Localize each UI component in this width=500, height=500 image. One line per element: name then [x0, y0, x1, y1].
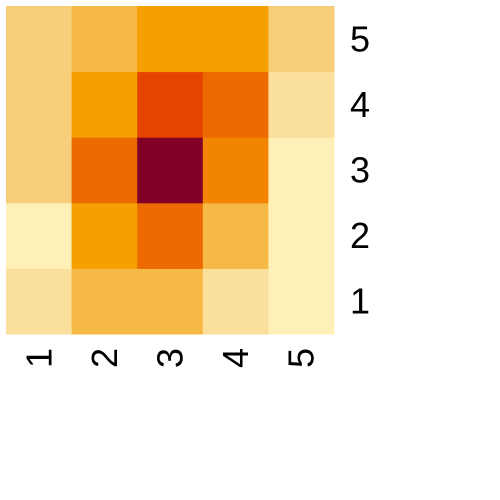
heatmap-cell-x4-y4	[202, 71, 269, 138]
heatmap-cell-x5-y3	[268, 137, 335, 204]
heatmap-cell-x5-y4	[268, 71, 335, 138]
y-tick-label: 3	[350, 150, 370, 191]
heatmap-cell-x4-y2	[202, 202, 269, 269]
heatmap-cell-x3-y1	[137, 268, 204, 335]
heatmap-cell-x5-y5	[268, 6, 335, 73]
heatmap-cell-x1-y3	[6, 137, 73, 204]
y-axis-labels: 1 2 3 4 5	[350, 18, 370, 321]
x-axis-labels: 1 2 3 4 5	[18, 348, 321, 368]
heatmap-cell-x1-y4	[6, 71, 73, 138]
x-tick-label: 1	[18, 348, 59, 368]
y-tick-label: 2	[350, 215, 370, 256]
heatmap-cell-x1-y2	[6, 202, 73, 269]
x-tick-label: 4	[215, 348, 256, 368]
heatmap-cell-x3-y5	[137, 6, 204, 73]
heatmap-cell-x2-y4	[71, 71, 138, 138]
heatmap-cell-x5-y1	[268, 268, 335, 335]
heatmap-cell-x5-y2	[268, 202, 335, 269]
heatmap-cell-x4-y5	[202, 6, 269, 73]
x-tick-label: 3	[150, 348, 191, 368]
heatmap-cell-x4-y1	[202, 268, 269, 335]
heatmap-cell-x2-y3	[71, 137, 138, 204]
heatmap-cell-x2-y5	[71, 6, 138, 73]
heatmap-cell-x1-y1	[6, 268, 73, 335]
x-tick-label: 5	[281, 348, 322, 368]
heatmap-cell-x2-y2	[71, 202, 138, 269]
heatmap-cell-x3-y4	[137, 71, 204, 138]
heatmap-cell-x3-y2	[137, 202, 204, 269]
y-tick-label: 5	[350, 18, 370, 59]
heatmap-cell-x3-y3	[137, 137, 204, 204]
y-tick-label: 1	[350, 281, 370, 322]
heatmap-cell-x1-y5	[6, 6, 73, 73]
heatmap-cell-x4-y3	[202, 137, 269, 204]
y-tick-label: 4	[350, 84, 370, 125]
heatmap-cell-x2-y1	[71, 268, 138, 335]
x-tick-label: 2	[84, 348, 125, 368]
heatmap-cells	[6, 6, 335, 335]
